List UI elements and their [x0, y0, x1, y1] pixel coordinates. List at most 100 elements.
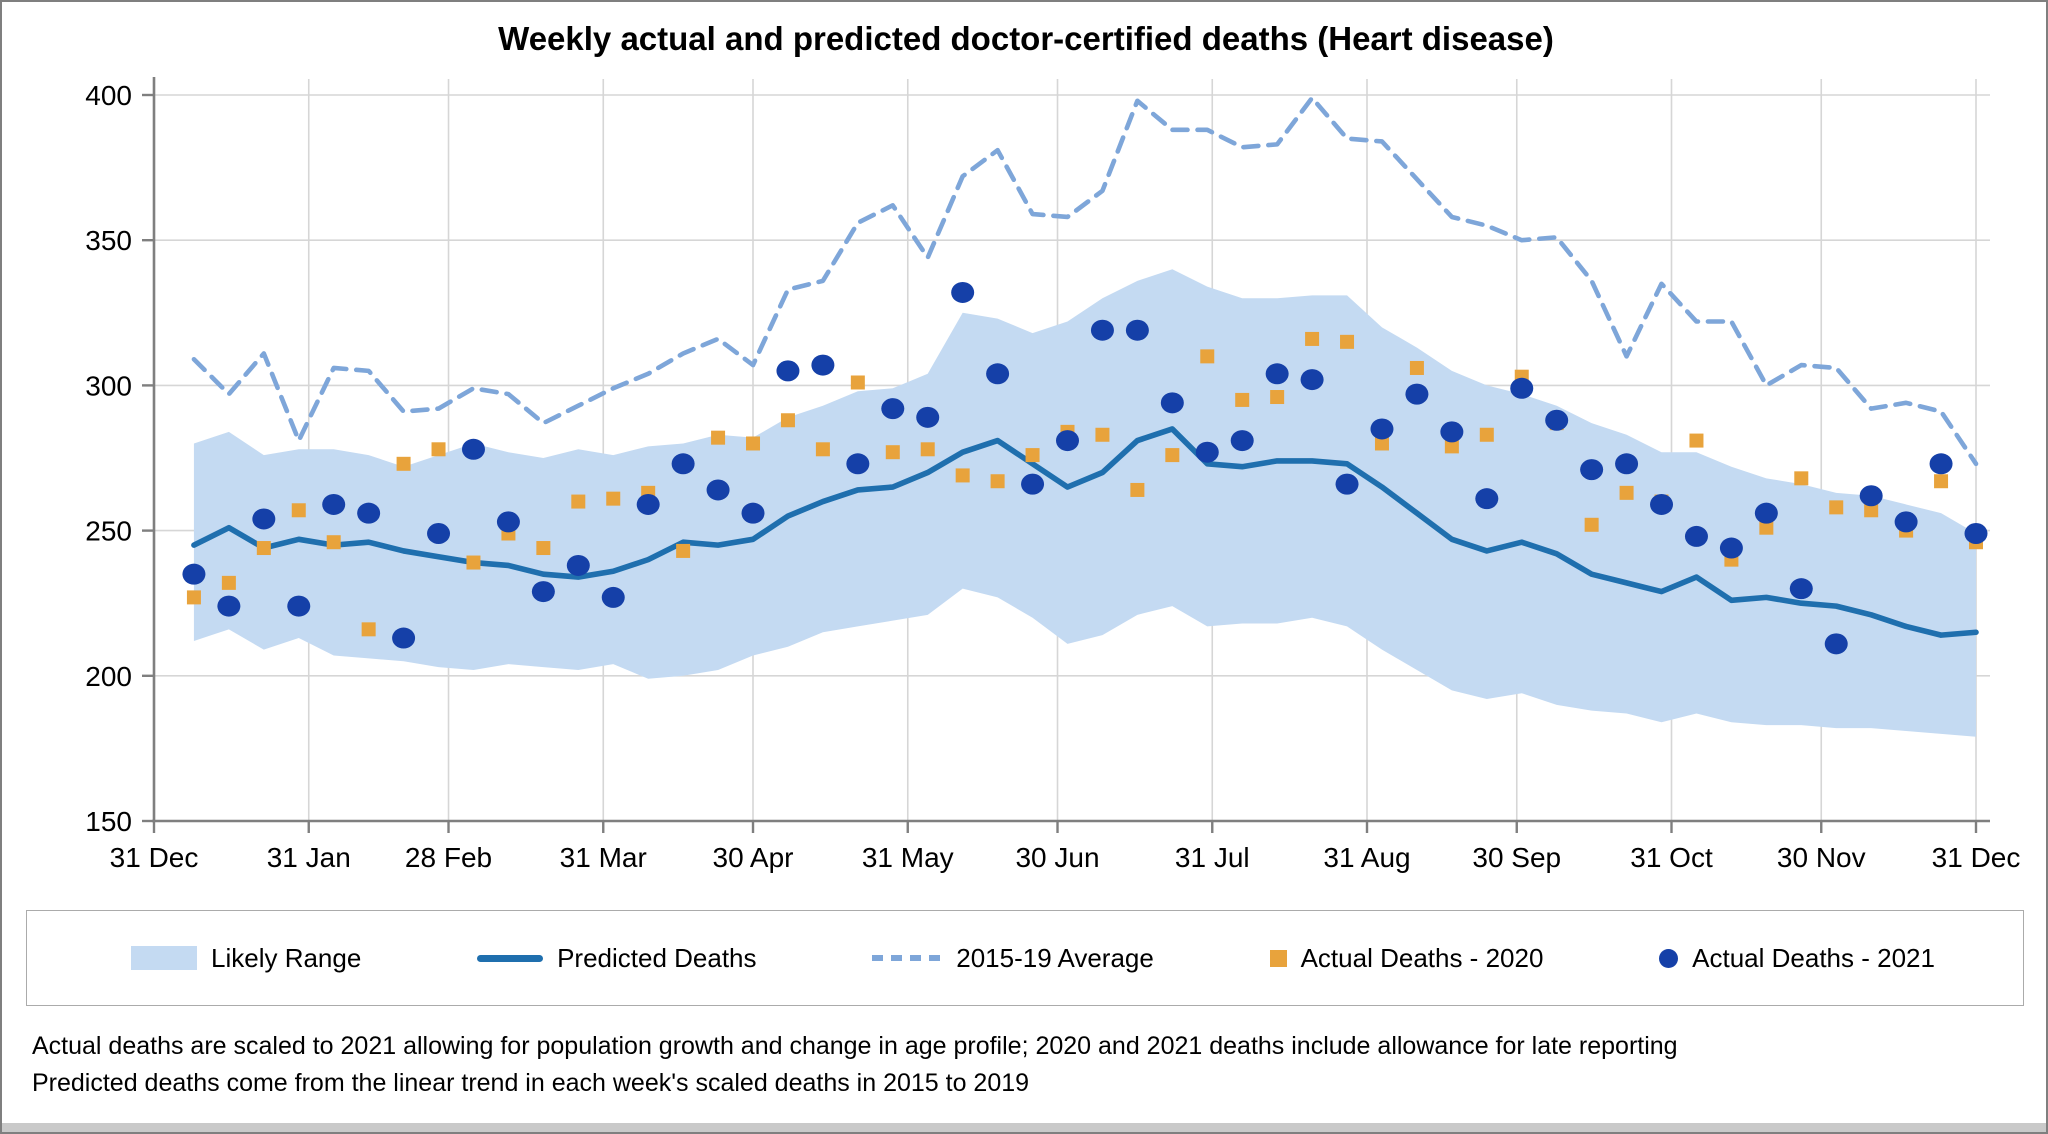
- x-tick-label: 31 Aug: [1323, 842, 1410, 873]
- point-actual-2021: [357, 502, 381, 524]
- point-actual-2021: [1719, 537, 1743, 559]
- y-tick-label: 350: [85, 225, 132, 256]
- window-bottom-edge: [2, 1123, 2046, 1132]
- x-tick-label: 30 Jun: [1015, 842, 1099, 873]
- point-actual-2020: [1095, 427, 1110, 442]
- x-tick-label: 30 Apr: [713, 842, 794, 873]
- legend-item-2015-19-average: 2015-19 Average: [872, 943, 1154, 974]
- point-actual-2020: [1619, 485, 1634, 500]
- x-tick-label: 31 Dec: [1932, 842, 2021, 873]
- point-actual-2020: [780, 413, 795, 428]
- point-actual-2021: [1370, 418, 1394, 440]
- point-actual-2021: [1615, 453, 1639, 475]
- point-actual-2020: [746, 436, 761, 451]
- x-tick-label: 30 Nov: [1777, 842, 1866, 873]
- point-actual-2020: [1864, 503, 1879, 518]
- legend-item-predicted-deaths: Predicted Deaths: [477, 942, 757, 974]
- y-tick-label: 150: [85, 806, 132, 837]
- point-actual-2021: [1894, 511, 1918, 533]
- point-actual-2021: [811, 354, 835, 376]
- point-actual-2021: [916, 406, 940, 428]
- point-actual-2020: [186, 590, 201, 605]
- point-actual-2020: [920, 442, 935, 457]
- point-actual-2021: [1195, 441, 1219, 463]
- x-tick-label: 31 May: [862, 842, 954, 873]
- x-tick-label: 31 Jan: [267, 842, 351, 873]
- footnotes: Actual deaths are scaled to 2021 allowin…: [32, 1028, 2012, 1102]
- point-actual-2021: [1055, 430, 1079, 452]
- point-actual-2020: [291, 503, 306, 518]
- point-actual-2020: [1689, 433, 1704, 448]
- point-actual-2021: [1125, 319, 1149, 341]
- y-tick-label: 400: [85, 80, 132, 111]
- point-actual-2021: [741, 502, 765, 524]
- point-actual-2021: [531, 581, 555, 603]
- solid-line-swatch-icon: [477, 954, 544, 962]
- point-actual-2021: [566, 554, 590, 576]
- point-actual-2021: [1090, 319, 1114, 341]
- point-actual-2021: [496, 511, 520, 533]
- point-actual-2021: [1335, 473, 1359, 495]
- point-actual-2020: [431, 442, 446, 457]
- point-actual-2020: [396, 456, 411, 471]
- band-swatch-icon: [131, 946, 197, 970]
- point-actual-2020: [1130, 482, 1145, 497]
- legend-item-actual-2020: Actual Deaths - 2020: [1269, 942, 1544, 974]
- point-actual-2020: [711, 430, 726, 445]
- point-actual-2020: [1374, 436, 1389, 451]
- y-tick-label: 200: [85, 661, 132, 692]
- point-actual-2020: [571, 494, 586, 509]
- point-actual-2021: [252, 508, 276, 530]
- avg-2015-19-line: [191, 95, 1979, 467]
- point-actual-2021: [1300, 369, 1324, 391]
- point-actual-2020: [1584, 517, 1599, 532]
- point-actual-2021: [217, 595, 241, 617]
- legend-label: Actual Deaths - 2020: [1300, 942, 1544, 973]
- point-actual-2021: [1265, 363, 1289, 385]
- point-actual-2021: [846, 453, 870, 475]
- point-actual-2021: [601, 586, 625, 608]
- point-actual-2021: [1405, 383, 1429, 405]
- circle-swatch-icon: [1659, 948, 1679, 968]
- point-actual-2020: [1270, 390, 1285, 405]
- point-actual-2021: [1510, 377, 1534, 399]
- legend-label: Predicted Deaths: [557, 942, 757, 973]
- point-actual-2021: [427, 523, 451, 545]
- point-actual-2021: [776, 360, 800, 382]
- legend-item-likely-range: Likely Range: [131, 943, 361, 974]
- square-swatch-icon: [1269, 949, 1287, 967]
- x-tick-label: 31 Mar: [560, 842, 647, 873]
- likely-range-band: [193, 269, 1977, 737]
- point-actual-2020: [1759, 520, 1774, 535]
- point-actual-2021: [1545, 409, 1569, 431]
- predicted-deaths-line: [191, 426, 1979, 638]
- point-actual-2021: [287, 595, 311, 617]
- legend-label: 2015-19 Average: [956, 942, 1154, 973]
- point-actual-2021: [1964, 523, 1988, 545]
- point-actual-2021: [636, 493, 660, 515]
- point-actual-2020: [1305, 331, 1320, 346]
- legend-label: Actual Deaths - 2021: [1692, 942, 1935, 973]
- point-actual-2020: [1409, 360, 1424, 375]
- footnote-line-2: Predicted deaths come from the linear tr…: [32, 1069, 1030, 1097]
- point-actual-2020: [1934, 474, 1949, 489]
- point-actual-2020: [361, 622, 376, 637]
- point-actual-2021: [1754, 502, 1778, 524]
- point-actual-2021: [182, 563, 206, 585]
- point-actual-2021: [1789, 578, 1813, 600]
- plot-area: 150 200 250 300 350 400 31 Dec 31 Jan 28 Feb 31 M…: [85, 77, 2021, 873]
- point-actual-2021: [1440, 421, 1464, 443]
- point-actual-2021: [1929, 453, 1953, 475]
- x-tick-label: 31 Jul: [1175, 842, 1250, 873]
- point-actual-2021: [1859, 485, 1883, 507]
- point-actual-2021: [706, 479, 730, 501]
- point-actual-2020: [1479, 427, 1494, 442]
- legend: Likely Range Predicted Deaths 2015-19 Av…: [26, 910, 2024, 1006]
- point-actual-2021: [986, 363, 1010, 385]
- point-actual-2021: [1230, 430, 1254, 452]
- point-actual-2020: [1340, 334, 1355, 349]
- point-actual-2020: [955, 468, 970, 483]
- x-tick-label: 30 Sep: [1472, 842, 1561, 873]
- chart-title: Weekly actual and predicted doctor-certi…: [498, 20, 1554, 57]
- point-actual-2020: [1829, 500, 1844, 515]
